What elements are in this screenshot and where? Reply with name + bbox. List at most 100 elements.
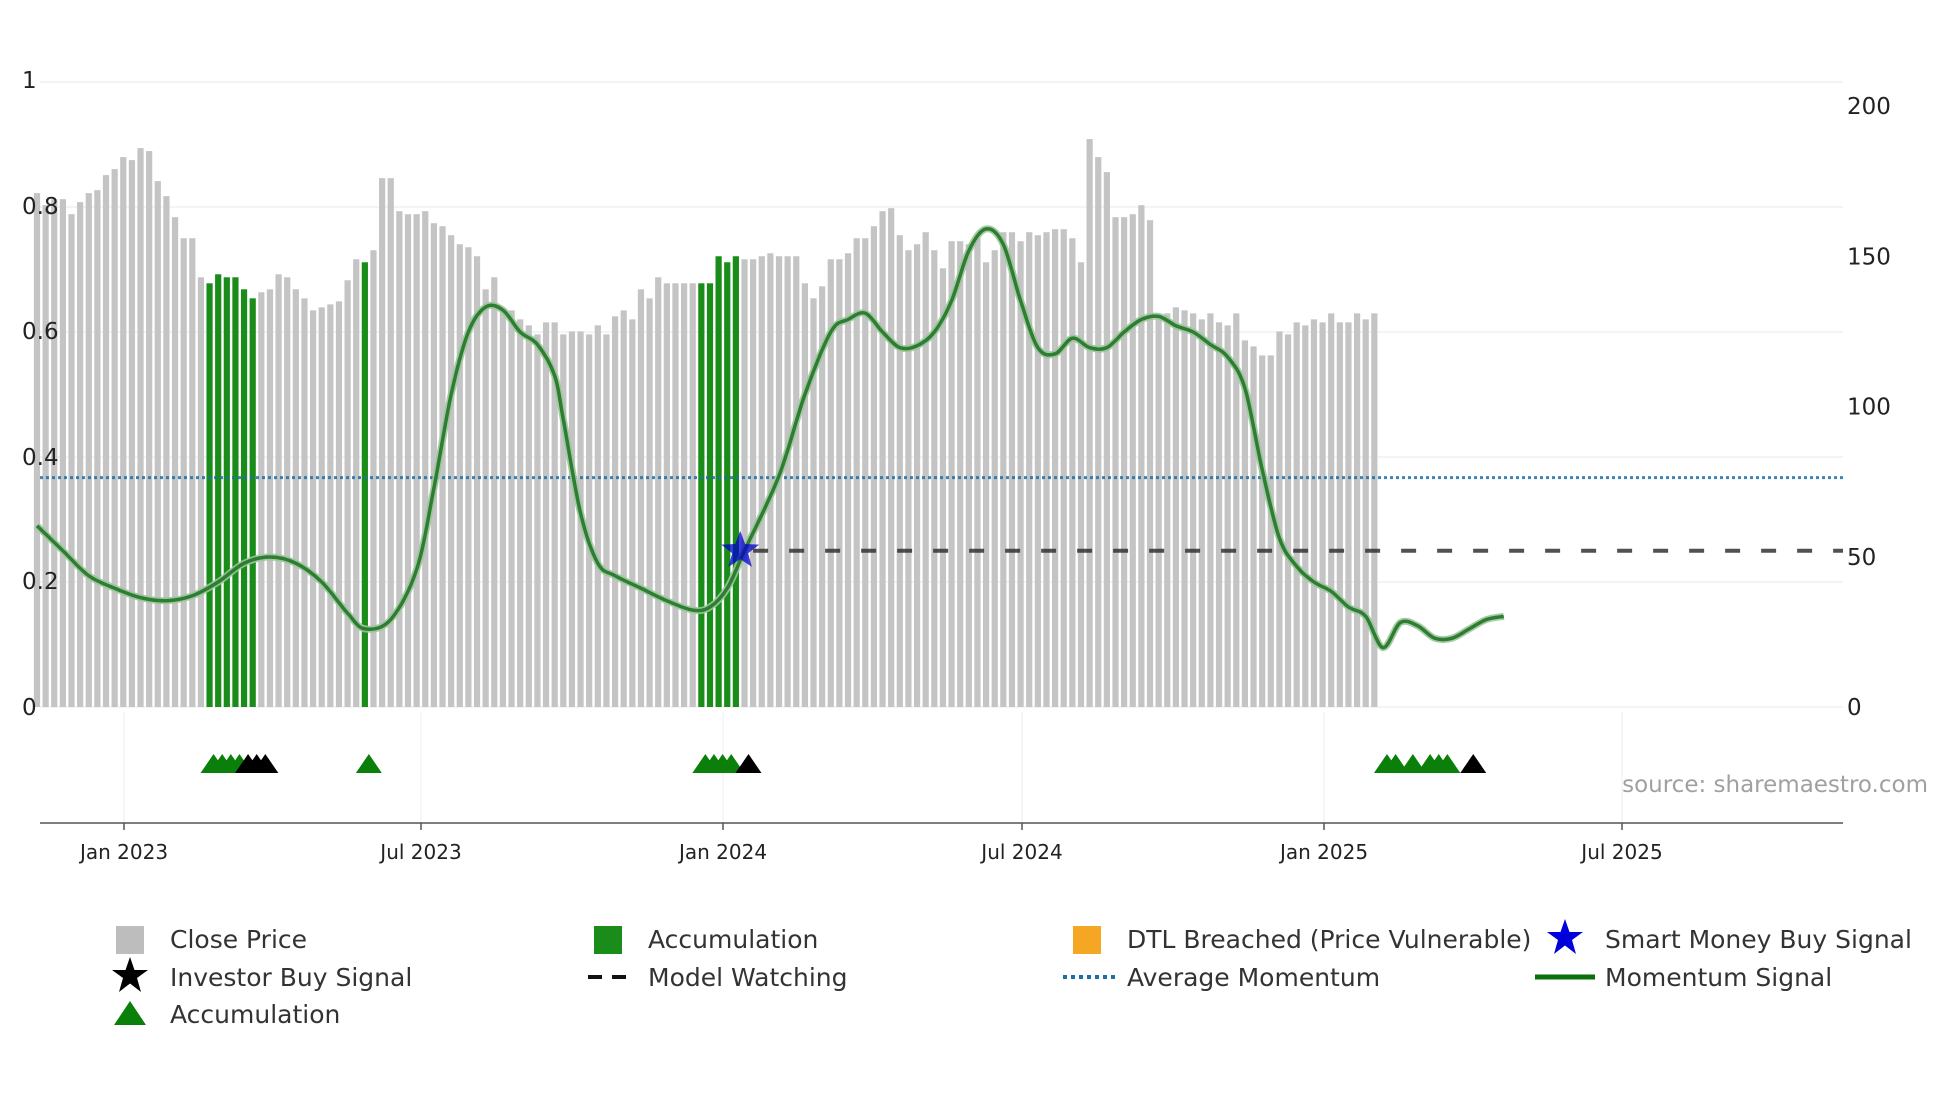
close-price-bar: [801, 283, 808, 707]
accumulation-bar: [215, 274, 222, 707]
x-tick-label: Jul 2024: [979, 840, 1062, 864]
close-price-bar: [758, 256, 765, 707]
close-price-bar: [1069, 238, 1076, 707]
accumulation-bar: [249, 298, 256, 707]
close-price-bar: [586, 334, 593, 707]
smart-money-star: [721, 530, 760, 567]
accumulation-marker: [355, 754, 382, 773]
close-price-bar: [137, 148, 144, 707]
close-price-bar: [396, 211, 403, 708]
close-price-bar: [154, 181, 161, 707]
close-price-bar: [1224, 325, 1231, 707]
right-axis-label: 200: [1847, 94, 1891, 120]
close-price-bar: [508, 310, 515, 707]
close-price-bar: [491, 277, 498, 707]
accumulation-marker: [1382, 754, 1409, 773]
close-price-bar: [1095, 157, 1102, 707]
close-price-bar: [1034, 235, 1041, 707]
accumulation-marker: [718, 754, 745, 773]
left-axis-label: 0: [22, 695, 37, 721]
left-axis-label: 1: [22, 68, 37, 94]
close-price-bar: [1008, 232, 1016, 707]
close-price-bar: [922, 232, 929, 707]
close-price-bar: [456, 244, 463, 708]
left-axis-label: 0.4: [22, 445, 59, 471]
accumulation-bar: [732, 256, 739, 707]
left-axis-label: 0.6: [22, 319, 59, 345]
close-price-bar: [793, 256, 800, 707]
close-price-bar: [629, 319, 636, 707]
accumulation-bar: [223, 277, 230, 707]
close-price-bar: [171, 217, 179, 707]
close-price-bar: [1302, 325, 1309, 707]
close-price-bar: [827, 259, 834, 707]
close-price-bar: [1146, 220, 1154, 707]
x-tick-label: Jan 2025: [1278, 840, 1368, 864]
close-price-bar: [611, 316, 619, 707]
close-price-bar: [560, 334, 567, 707]
right-axis-label: 150: [1847, 244, 1891, 270]
close-price-bar: [1241, 340, 1249, 707]
close-price-bar: [33, 193, 41, 707]
close-price-bar: [965, 244, 972, 708]
close-price-bar: [767, 253, 774, 707]
close-price-bar: [128, 160, 136, 708]
close-price-bar: [292, 289, 299, 707]
close-price-bar: [689, 283, 696, 707]
close-price-bar: [1293, 322, 1300, 707]
close-price-bar: [318, 307, 325, 707]
close-price-bar: [275, 274, 282, 707]
close-price-bar: [1121, 217, 1128, 707]
close-price-bar: [603, 334, 610, 707]
close-price-bar: [430, 223, 437, 707]
close-price-bar: [1276, 331, 1283, 707]
close-price-bar: [637, 289, 645, 707]
close-price-bar: [473, 256, 481, 707]
momentum-signal-line: [35, 227, 1505, 650]
close-price-bar: [1052, 229, 1059, 707]
axes: Jan 2023 Jul 2023 Jan 2024 Jul 2024 Jan 2025…: [22, 68, 1891, 864]
signal-markers: [200, 530, 1487, 773]
close-price-bar: [51, 199, 58, 707]
close-price-bar: [896, 235, 903, 707]
close-price-bar: [1215, 322, 1223, 707]
close-price-bar: [77, 202, 84, 707]
close-price-bar: [1310, 319, 1318, 707]
close-price-bar: [1086, 139, 1093, 707]
close-price-bar: [836, 259, 843, 707]
accumulation-marker: [1434, 754, 1461, 773]
close-price-bar: [448, 235, 455, 707]
close-price-bar: [1026, 232, 1033, 707]
close-price-bar: [1267, 355, 1274, 707]
close-price-bar: [59, 199, 66, 707]
close-price-bar: [784, 256, 791, 707]
accumulation-marker: [1399, 754, 1426, 773]
close-price-bar: [482, 289, 489, 707]
accumulation-bar: [724, 262, 731, 707]
close-price-bar: [163, 196, 170, 707]
accumulation-bar: [240, 289, 248, 707]
close-price-bar: [404, 214, 412, 707]
close-price-bar: [1319, 322, 1326, 707]
close-price-bar: [1043, 232, 1050, 707]
close-price-bar: [309, 310, 317, 707]
close-price-bar: [146, 151, 153, 707]
close-price-bar: [1172, 307, 1179, 707]
close-price-bar: [1207, 313, 1214, 707]
accumulation-bar: [715, 256, 722, 707]
close-price-bar: [1328, 313, 1335, 707]
x-tick-label: Jul 2025: [1579, 840, 1662, 864]
close-price-bar: [327, 304, 334, 707]
close-price-bar: [94, 190, 101, 707]
close-price-bar: [266, 289, 274, 707]
close-price-bar: [1284, 334, 1292, 707]
right-axis-label: 100: [1847, 395, 1891, 421]
close-price-bar: [1362, 319, 1369, 707]
close-price-bar: [1112, 217, 1119, 707]
close-price-bar: [542, 322, 550, 707]
right-axis-label: 0: [1847, 695, 1862, 721]
close-price-bar: [939, 268, 947, 707]
close-price-bar: [1250, 346, 1257, 707]
close-price-bar: [1190, 313, 1197, 707]
